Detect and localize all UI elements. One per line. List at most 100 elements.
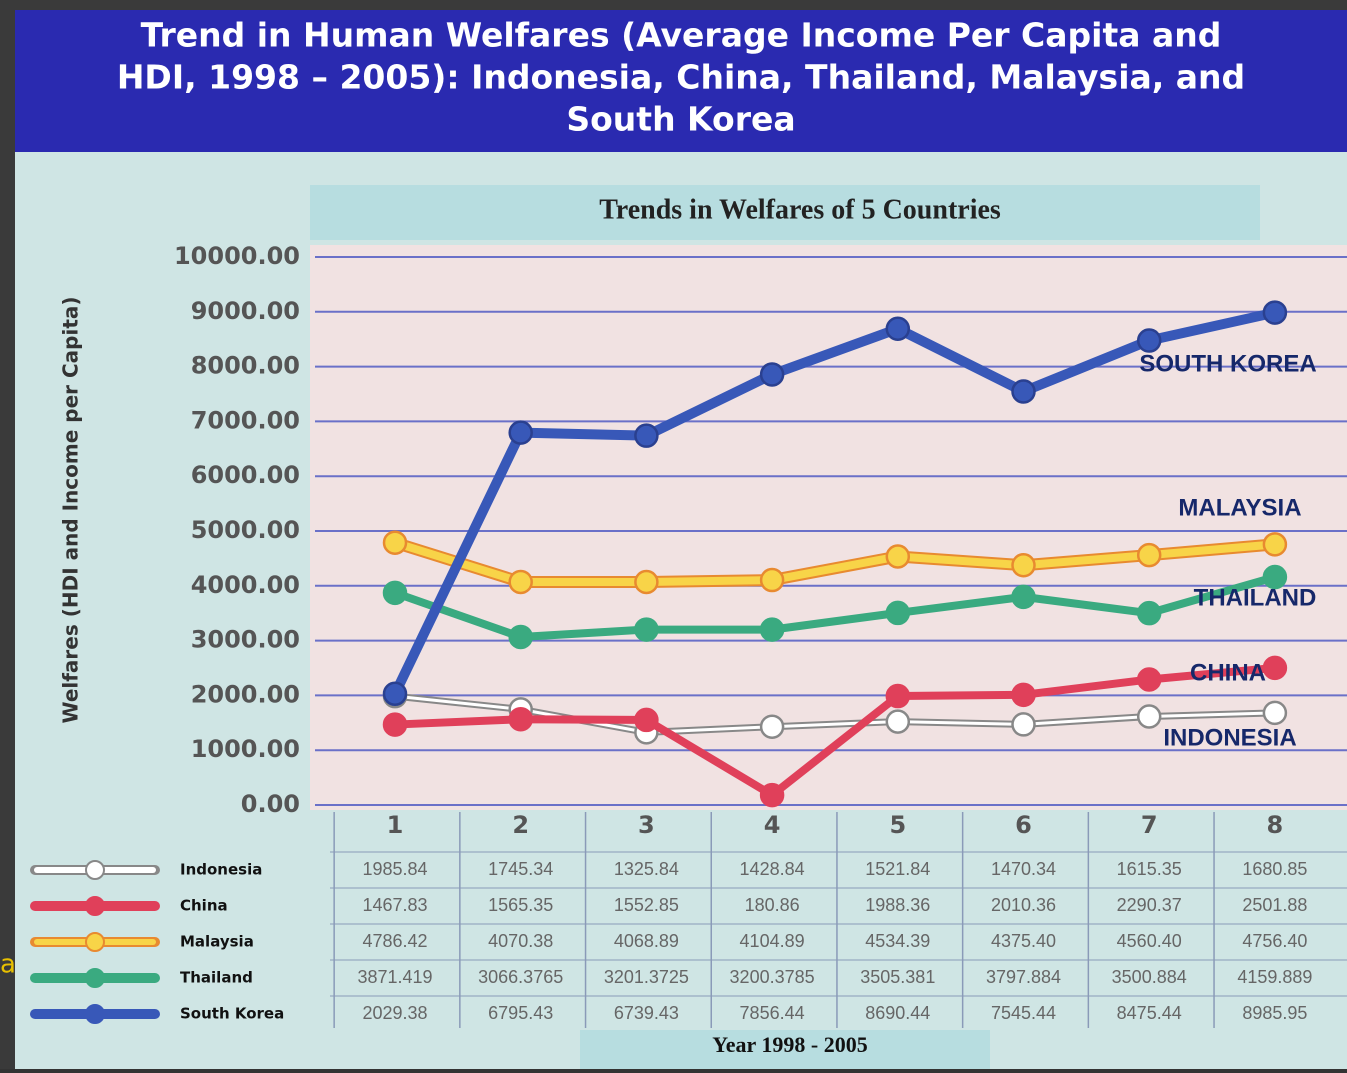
table-cell: 1985.84	[362, 859, 427, 879]
point	[508, 706, 533, 732]
point	[382, 681, 408, 707]
x-tick-label: 1	[387, 811, 404, 839]
y-tick-label: 2000.00	[191, 680, 300, 708]
point	[634, 707, 659, 733]
x-tick-label: 8	[1267, 811, 1284, 839]
table-cell: 3797.884	[986, 967, 1061, 987]
x-tick-label: 5	[889, 811, 906, 839]
y-tick-label: 4000.00	[191, 571, 300, 599]
table-cell: 1565.35	[488, 895, 553, 915]
table-cell: 4375.40	[991, 931, 1056, 951]
point	[759, 617, 785, 642]
chart-title-band	[310, 185, 1260, 240]
point	[1262, 700, 1288, 726]
y-tick-label: 6000.00	[191, 461, 300, 489]
point	[508, 569, 533, 595]
chart-title: Trends in Welfares of 5 Countries	[599, 194, 1001, 225]
table-cell: 6795.43	[488, 1003, 553, 1023]
table-cell: 7856.44	[740, 1003, 805, 1023]
point	[759, 567, 785, 593]
table-cell: 1428.84	[740, 859, 805, 879]
annotation: SOUTH KOREA	[1139, 350, 1316, 377]
table-cell: 6739.43	[614, 1003, 679, 1023]
annotation: INDONESIA	[1163, 724, 1296, 751]
point	[1011, 682, 1036, 708]
point	[1136, 600, 1162, 626]
x-tick-label: 7	[1141, 811, 1158, 839]
table-cell: 8475.44	[1117, 1003, 1182, 1023]
header-title: HDI, 1998 – 2005): Indonesia, China, Tha…	[117, 58, 1245, 97]
legend-label: China	[180, 897, 228, 915]
y-tick-label: 0.00	[241, 790, 300, 818]
y-tick-label: 5000.00	[191, 516, 300, 544]
legend-label: Indonesia	[180, 861, 262, 879]
table-cell: 4756.40	[1242, 931, 1307, 951]
point	[1136, 542, 1162, 568]
y-tick-label: 10000.00	[174, 242, 300, 270]
point	[1262, 532, 1288, 557]
point	[885, 683, 911, 709]
table-cell: 4159.889	[1237, 967, 1312, 987]
point	[1011, 584, 1036, 610]
point	[759, 362, 785, 387]
table-cell: 3201.3725	[604, 967, 689, 987]
legend-marker	[85, 896, 105, 916]
x-tick-label: 4	[764, 811, 781, 839]
table-cell: 4070.38	[488, 931, 553, 951]
table-cell: 7545.44	[991, 1003, 1056, 1023]
series-line	[393, 573, 1277, 641]
table-cell: 2029.38	[362, 1003, 427, 1023]
table-cell: 3066.3765	[478, 967, 563, 987]
table-cell: 4786.42	[362, 931, 427, 951]
point	[382, 530, 408, 555]
table-cell: 1680.85	[1242, 859, 1307, 879]
side-note: a	[0, 950, 16, 980]
x-label-band	[580, 1030, 990, 1069]
legend-marker	[85, 1004, 105, 1024]
annotation: THAILAND	[1194, 584, 1317, 611]
header-band	[15, 10, 1347, 152]
point	[1011, 379, 1036, 404]
table-cell: 1467.83	[362, 895, 427, 915]
table-cell: 1615.35	[1117, 859, 1182, 879]
point	[634, 423, 659, 448]
y-axis-label: Welfares (HDI and Income per Capita)	[59, 296, 83, 723]
table-cell: 8690.44	[865, 1003, 930, 1023]
y-tick-label: 1000.00	[191, 735, 300, 763]
point	[508, 420, 533, 445]
point	[1011, 712, 1036, 737]
table-cell: 2290.37	[1117, 895, 1182, 915]
point	[759, 714, 785, 739]
point	[1136, 704, 1162, 729]
point	[508, 624, 533, 650]
table-cell: 2010.36	[991, 895, 1056, 915]
legend-marker	[85, 932, 105, 952]
table-cell: 4068.89	[614, 931, 679, 951]
y-tick-label: 9000.00	[191, 297, 300, 325]
table-cell: 4534.39	[865, 931, 930, 951]
point	[1136, 328, 1162, 353]
legend-marker	[85, 860, 105, 880]
annotation: CHINA	[1190, 659, 1266, 686]
table-cell: 1325.84	[614, 859, 679, 879]
table-cell: 1988.36	[865, 895, 930, 915]
point	[885, 316, 911, 342]
table-cell: 4104.89	[740, 931, 805, 951]
y-tick-label: 7000.00	[191, 406, 300, 434]
point	[1011, 552, 1036, 578]
table-cell: 1470.34	[991, 859, 1056, 879]
x-axis-label: Year 1998 - 2005	[712, 1032, 867, 1057]
table-cell: 2501.88	[1242, 895, 1307, 915]
point	[382, 712, 408, 737]
point	[634, 569, 659, 595]
annotation: MALAYSIA	[1178, 494, 1301, 521]
series-line	[394, 663, 1276, 800]
table-cell: 1521.84	[865, 859, 930, 879]
point	[885, 600, 911, 626]
table-cell: 180.86	[745, 895, 800, 915]
legend-label: South Korea	[180, 1005, 284, 1023]
series-line	[393, 538, 1276, 587]
legend-marker	[85, 968, 105, 988]
table-cell: 3505.381	[860, 967, 935, 987]
